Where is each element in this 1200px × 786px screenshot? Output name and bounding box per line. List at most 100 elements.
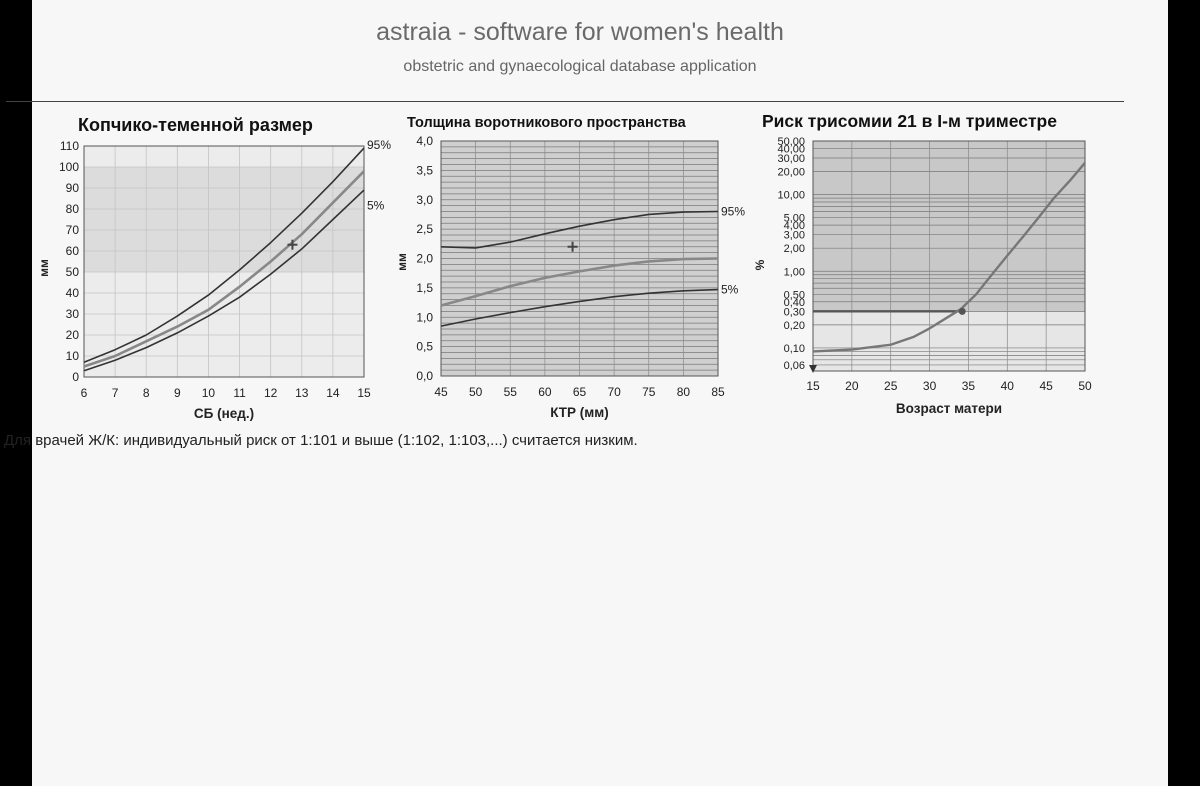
y-tick-label: 10,00 bbox=[777, 190, 805, 202]
series-line bbox=[83, 170, 365, 368]
y-tick-label: 2,00 bbox=[784, 243, 805, 255]
x-tick-label: 80 bbox=[677, 385, 691, 399]
crl-chart: Копчико-теменной размер 0 10 20 30 40 50 60 70 80… bbox=[37, 115, 391, 421]
y-tick-label: 3,0 bbox=[416, 193, 433, 207]
y-tick-label: 1,0 bbox=[416, 310, 433, 324]
x-tick-label: 50 bbox=[469, 385, 483, 399]
y-axis-label: мм bbox=[37, 259, 51, 277]
y-tick-label: 3,5 bbox=[416, 163, 433, 177]
y-tick-label: 0,40 bbox=[784, 297, 805, 309]
x-tick-label: 40 bbox=[1001, 379, 1015, 393]
y-tick-label: 60 bbox=[66, 244, 80, 258]
y-tick-label: 100 bbox=[59, 160, 79, 174]
nt-chart: Толщина воротникового пространства 0,0 0,5… bbox=[395, 115, 745, 420]
x-tick-label: 70 bbox=[607, 385, 621, 399]
x-tick-label: 60 bbox=[538, 385, 552, 399]
plot-frame bbox=[812, 140, 1086, 372]
x-tick-label: 6 bbox=[81, 386, 88, 400]
y-axis-label: мм bbox=[395, 253, 409, 271]
y-tick-label: 0,5 bbox=[416, 340, 433, 354]
y-tick-label: 4,00 bbox=[784, 220, 805, 232]
x-tick-label: 30 bbox=[923, 379, 937, 393]
y-tick-label: 1,5 bbox=[416, 281, 433, 295]
x-tick-label: 12 bbox=[264, 386, 278, 400]
y-tick-label: 110 bbox=[60, 139, 79, 153]
header-divider bbox=[6, 101, 1124, 102]
x-axis-label: Возраст матери bbox=[896, 401, 1002, 416]
y-tick-label: 20,00 bbox=[777, 167, 805, 179]
x-tick-label: 9 bbox=[174, 386, 181, 400]
series-line bbox=[812, 162, 1086, 353]
y-tick-label: 0,0 bbox=[416, 369, 433, 383]
footnote: Для врачей Ж/К: индивидуальный риск от 1… bbox=[4, 432, 638, 449]
app-title: astraia - software for women's health bbox=[376, 18, 784, 46]
x-tick-label: 7 bbox=[112, 386, 119, 400]
plot-area-low bbox=[813, 311, 1085, 371]
series-line bbox=[83, 147, 365, 364]
chart-title: Риск трисомии 21 в I-м триместре bbox=[762, 111, 1057, 131]
x-tick-label: 11 bbox=[233, 386, 246, 400]
patient-marker bbox=[958, 307, 966, 315]
plot-frame bbox=[83, 145, 365, 378]
y-tick-label: 5,00 bbox=[784, 213, 805, 225]
x-tick-label: 15 bbox=[806, 379, 820, 393]
y-tick-label: 2,5 bbox=[416, 222, 433, 236]
plot-area-high bbox=[813, 141, 1085, 312]
y-tick-label: 0,50 bbox=[784, 289, 805, 301]
app-subtitle: obstetric and gynaecological database ap… bbox=[403, 58, 757, 75]
report-sheet bbox=[32, 0, 1168, 786]
y-tick-label: 10 bbox=[66, 349, 80, 363]
axis-arrow-icon bbox=[809, 365, 817, 373]
x-tick-label: 85 bbox=[711, 385, 725, 399]
y-tick-label: 40 bbox=[66, 286, 80, 300]
y-tick-label: 2,0 bbox=[416, 252, 433, 266]
x-tick-label: 45 bbox=[434, 385, 448, 399]
y-tick-label: 0,06 bbox=[784, 360, 805, 372]
x-tick-label: 15 bbox=[357, 386, 371, 400]
x-tick-label: 65 bbox=[573, 385, 587, 399]
x-axis-label: СБ (нед.) bbox=[194, 406, 254, 421]
x-tick-label: 25 bbox=[884, 379, 898, 393]
x-tick-label: 55 bbox=[504, 385, 518, 399]
y-tick-label: 4,0 bbox=[416, 134, 433, 148]
x-tick-label: 20 bbox=[845, 379, 859, 393]
x-tick-label: 10 bbox=[202, 386, 216, 400]
y-tick-label: 1,00 bbox=[784, 266, 805, 278]
x-tick-label: 50 bbox=[1078, 379, 1092, 393]
series-line bbox=[440, 257, 719, 307]
y-tick-label: 3,00 bbox=[784, 230, 805, 242]
chart-title: Толщина воротникового пространства bbox=[407, 115, 687, 131]
y-tick-label: 0,10 bbox=[784, 343, 805, 355]
series-label: 95% bbox=[367, 138, 391, 152]
plot-band bbox=[84, 167, 364, 272]
y-tick-label: 40,00 bbox=[777, 143, 805, 155]
x-tick-label: 75 bbox=[642, 385, 656, 399]
y-tick-label: 80 bbox=[66, 202, 80, 216]
chart-title: Копчико-теменной размер bbox=[78, 115, 313, 135]
y-axis-label: % bbox=[753, 259, 767, 270]
x-tick-label: 14 bbox=[326, 386, 340, 400]
y-tick-label: 30,00 bbox=[777, 153, 805, 165]
y-tick-label: 90 bbox=[66, 181, 80, 195]
series-line bbox=[83, 189, 365, 372]
y-tick-label: 0,30 bbox=[784, 306, 805, 318]
x-tick-label: 13 bbox=[295, 386, 309, 400]
x-tick-label: 8 bbox=[143, 386, 150, 400]
series-label: 95% bbox=[721, 205, 745, 219]
series-label: 5% bbox=[721, 283, 739, 297]
series-line bbox=[440, 210, 719, 249]
y-tick-label: 70 bbox=[66, 223, 80, 237]
t21-risk-chart: Риск трисомии 21 в I-м триместре 50,0040,… bbox=[753, 111, 1092, 416]
x-tick-label: 35 bbox=[962, 379, 976, 393]
y-tick-label: 0,20 bbox=[784, 320, 805, 332]
series-line bbox=[440, 288, 719, 327]
y-tick-label: 0 bbox=[72, 370, 79, 384]
x-tick-label: 45 bbox=[1039, 379, 1053, 393]
y-tick-label: 50,00 bbox=[777, 136, 805, 148]
x-axis-label: КТР (мм) bbox=[550, 405, 609, 420]
series-label: 5% bbox=[367, 199, 385, 213]
y-tick-label: 30 bbox=[66, 307, 80, 321]
y-tick-label: 20 bbox=[66, 328, 80, 342]
y-tick-label: 50 bbox=[66, 265, 80, 279]
